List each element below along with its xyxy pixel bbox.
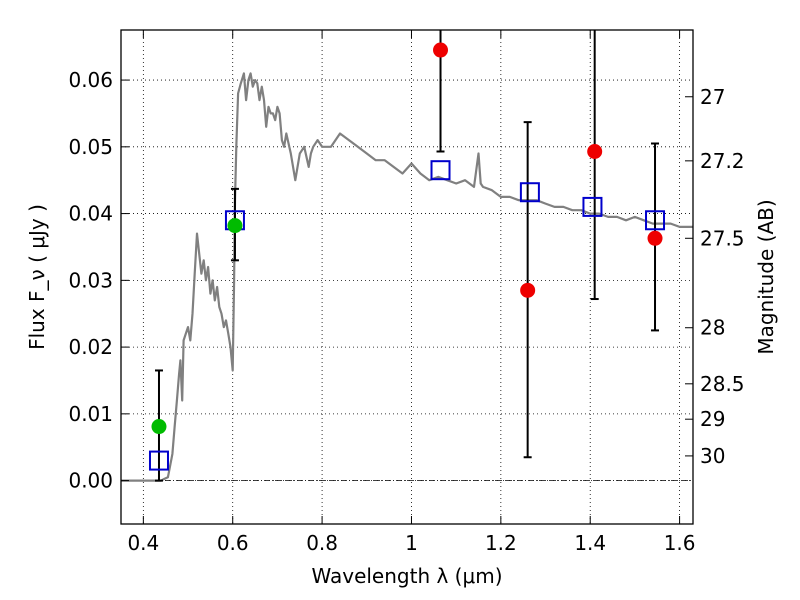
- model-square-point: [148, 450, 169, 471]
- y-tick-label: 0.01: [68, 402, 113, 426]
- right-tick-label: 30: [700, 444, 725, 468]
- observed-point: [587, 143, 603, 159]
- x-tick-label: 1: [405, 531, 418, 555]
- y-tick-label: 0.05: [68, 135, 113, 159]
- model-square-point: [519, 182, 540, 203]
- axis-ticks: [121, 30, 693, 524]
- x-tick-label: 1.6: [664, 531, 696, 555]
- x-tick-label: 0.8: [306, 531, 338, 555]
- y-tick-label: 0.00: [68, 469, 113, 493]
- observed-point: [647, 230, 663, 246]
- y-tick-label: 0.03: [68, 268, 113, 292]
- y-tick-labels: 0.00 0.01 0.02 0.03 0.04 0.05 0.06: [68, 68, 113, 493]
- observed-point: [520, 282, 536, 298]
- y-tick-label: 0.04: [68, 202, 113, 226]
- observed-point: [433, 42, 449, 58]
- model-photometry-points: [148, 160, 666, 471]
- right-tick-labels: 27 27.2 27.5 28 28.5 29 30: [700, 85, 745, 468]
- right-tick-label: 27.5: [700, 226, 745, 250]
- observed-point: [227, 218, 243, 234]
- x-tick-label: 0.6: [217, 531, 249, 555]
- x-axis-label: Wavelength λ (μm): [311, 564, 502, 588]
- x-tick-label: 0.4: [127, 531, 159, 555]
- right-tick-label: 27.2: [700, 149, 745, 173]
- observed-point: [151, 419, 167, 435]
- y-tick-label: 0.02: [68, 335, 113, 359]
- model-square-point: [582, 196, 603, 217]
- x-tick-label: 1.2: [485, 531, 517, 555]
- right-axis-label: Magnitude (AB): [754, 199, 778, 354]
- plot-background: [121, 30, 693, 524]
- plot-frame: [120, 29, 694, 525]
- y-axis-label: Flux F_ν ( μJy ): [25, 204, 49, 350]
- right-tick-label: 28.5: [700, 372, 745, 396]
- model-square-point: [430, 160, 451, 181]
- right-tick-label: 28: [700, 316, 725, 340]
- right-tick-label: 27: [700, 85, 725, 109]
- observed-photometry-points: [151, 42, 663, 435]
- x-tick-label: 1.4: [574, 531, 606, 555]
- right-tick-label: 29: [700, 407, 725, 431]
- y-tick-label: 0.06: [68, 68, 113, 92]
- model-square-point: [645, 210, 666, 231]
- x-tick-labels: 0.4 0.6 0.8 1 1.2 1.4 1.6: [127, 531, 695, 555]
